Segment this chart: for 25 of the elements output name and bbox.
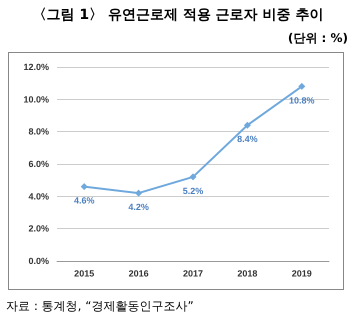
x-tick-label: 2018 xyxy=(237,268,258,278)
y-tick-label: 2.0% xyxy=(28,224,49,234)
x-tick-label: 2017 xyxy=(182,268,204,278)
data-label: 4.2% xyxy=(128,202,149,212)
x-tick-label: 2016 xyxy=(128,268,149,278)
point xyxy=(244,122,251,129)
chart-subtitle: (단위 : %) xyxy=(288,30,348,47)
data-label: 10.8% xyxy=(289,95,315,106)
y-tick-label: 10.0% xyxy=(23,94,49,104)
chart-title: 〈그림 1〉 유연근로제 적용 근로자 비중 추이 xyxy=(32,6,324,24)
y-tick-label: 8.0% xyxy=(28,126,49,137)
x-tick-label: 2019 xyxy=(292,268,312,278)
data-label: 8.4% xyxy=(237,134,258,144)
y-tick-label: 6.0% xyxy=(28,159,49,169)
y-tick-label: 0.0% xyxy=(28,256,49,266)
point xyxy=(190,173,196,180)
point xyxy=(298,82,306,90)
text: 자료 : 통계청, “경제활동인구조사” xyxy=(6,298,194,315)
data-label: 4.6% xyxy=(74,196,94,206)
y-tick-label: 4.0% xyxy=(28,191,49,202)
point xyxy=(80,183,88,190)
y-tick-label: 12.0% xyxy=(23,62,49,72)
point xyxy=(135,190,142,197)
x-tick-label: 2015 xyxy=(74,268,94,278)
data-label: 5.2% xyxy=(182,186,204,196)
